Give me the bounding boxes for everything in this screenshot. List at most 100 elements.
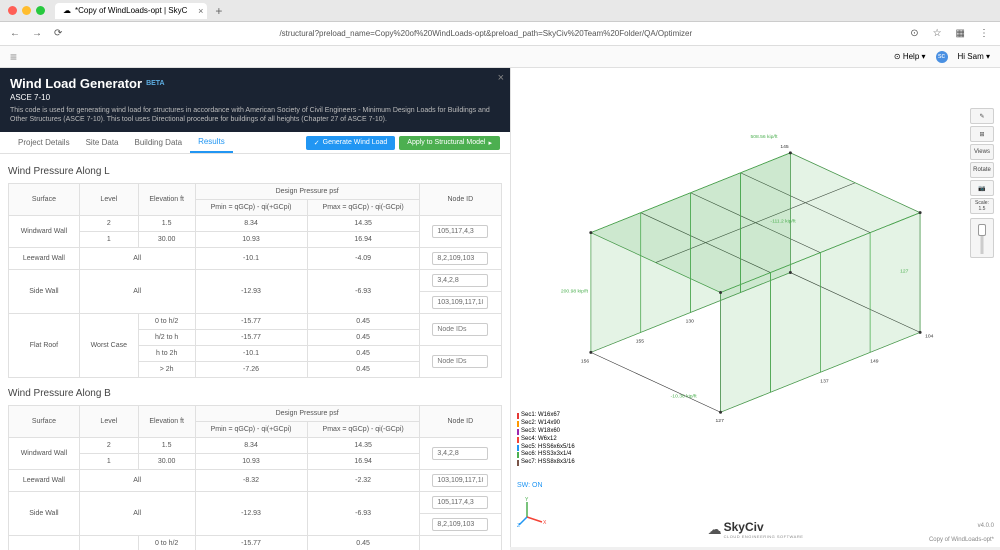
- panel-header: Wind Load Generator BETA ASCE 7-10 This …: [0, 68, 510, 132]
- max-dot[interactable]: [36, 6, 45, 15]
- col-pmax: Pmax = qGCp) - qi(-GCpi): [307, 200, 419, 216]
- scale-slider[interactable]: [970, 218, 994, 258]
- camera-icon[interactable]: 📷: [970, 180, 994, 196]
- col-node-id: Node ID: [419, 184, 501, 216]
- node-input[interactable]: [432, 225, 488, 238]
- node-input[interactable]: [432, 474, 488, 487]
- svg-text:Y: Y: [525, 497, 529, 503]
- node-input[interactable]: [432, 496, 488, 509]
- panel-description: This code is used for generating wind lo…: [10, 106, 500, 124]
- panel-close-icon[interactable]: ×: [498, 72, 504, 84]
- col-elevation: Elevation ft: [138, 184, 195, 216]
- back-icon[interactable]: ←: [8, 28, 22, 39]
- axes-triad: Y X Z: [517, 497, 547, 529]
- apply-to-model-button[interactable]: Apply to Structural Model ▸: [399, 136, 500, 150]
- close-icon[interactable]: ×: [198, 6, 203, 16]
- grid-icon[interactable]: ⊞: [970, 126, 994, 142]
- skyciv-logo: ☁ SkyCiv CLOUD ENGINEERING SOFTWARE: [708, 520, 804, 539]
- node-input[interactable]: [432, 518, 488, 531]
- svg-text:155: 155: [636, 338, 645, 344]
- extension-icon[interactable]: ▦: [953, 28, 968, 39]
- tab-building-data[interactable]: Building Data: [126, 133, 190, 152]
- svg-text:137: 137: [820, 378, 829, 384]
- section-title-b: Wind Pressure Along B: [8, 388, 502, 399]
- structure-svg: 200.98 kip/ft 508.56 kip/ft -111.2 kip/f…: [521, 78, 960, 507]
- section-legend: Sec1: W16x67 Sec2: W14x90 Sec3: W18x60 S…: [517, 412, 575, 467]
- tab-project-details[interactable]: Project Details: [10, 133, 78, 152]
- scale-indicator: Scale:1.5: [970, 198, 994, 214]
- svg-text:130: 130: [686, 318, 695, 324]
- beta-badge: BETA: [146, 80, 165, 87]
- panel-subtitle: ASCE 7-10: [10, 93, 500, 102]
- panel-title: Wind Load Generator: [10, 76, 142, 91]
- table-row: Flat RoofWorst Case0 to h/2-15.770.45: [9, 314, 502, 330]
- window-dots: [8, 6, 45, 15]
- views-button[interactable]: Views: [970, 144, 994, 160]
- col-surface: Surface: [9, 184, 80, 216]
- tab-results[interactable]: Results: [190, 132, 233, 153]
- svg-text:-111.2 kip/ft: -111.2 kip/ft: [770, 219, 796, 225]
- nav-bar: ← → ⟳ /structural?preload_name=Copy%20of…: [0, 22, 1000, 46]
- svg-text:-10.36 kip/ft: -10.36 kip/ft: [671, 393, 698, 399]
- left-panel: Wind Load Generator BETA ASCE 7-10 This …: [0, 68, 510, 547]
- node-input[interactable]: [432, 355, 488, 368]
- viewer-tools: ✎ ⊞ Views Rotate 📷 Scale:1.5: [970, 108, 994, 258]
- table-row: Side WallAll-12.93-6.93: [9, 270, 502, 292]
- svg-text:145: 145: [780, 144, 789, 150]
- model-viewport[interactable]: 200.98 kip/ft 508.56 kip/ft -111.2 kip/f…: [521, 78, 960, 507]
- table-row: Leeward WallAll-10.1-4.09: [9, 248, 502, 270]
- menu-icon[interactable]: ⋮: [976, 28, 992, 39]
- col-design-pressure: Design Pressure psf: [195, 184, 419, 200]
- filename-label: Copy of WindLoads-opt*: [929, 537, 994, 543]
- table-along-l: Surface Level Elevation ft Design Pressu…: [8, 183, 502, 378]
- table-row: Side WallAll-12.93-6.93: [9, 492, 502, 514]
- new-tab-button[interactable]: +: [215, 4, 222, 18]
- svg-text:149: 149: [870, 358, 879, 364]
- close-dot[interactable]: [8, 6, 17, 15]
- pencil-icon[interactable]: ✎: [970, 108, 994, 124]
- tab-title: *Copy of WindLoads-opt | SkyC: [75, 6, 187, 15]
- browser-chrome: ☁ *Copy of WindLoads-opt | SkyC × +: [0, 0, 1000, 22]
- star-icon[interactable]: ☆: [930, 28, 945, 39]
- col-pmin: Pmin = qGCp) - qi(+GCpi): [195, 200, 307, 216]
- search-icon[interactable]: ⊙: [907, 28, 921, 39]
- node-input[interactable]: [432, 296, 488, 309]
- results-body[interactable]: Wind Pressure Along L Surface Level Elev…: [0, 154, 510, 550]
- section-title-l: Wind Pressure Along L: [8, 166, 502, 177]
- app-bar: ≡ ⊙ Help ▾ sc Hi Sam ▾: [0, 46, 1000, 68]
- svg-text:127: 127: [900, 269, 909, 275]
- table-row: RoofWorst Case0 to h/2-15.770.45: [9, 536, 502, 550]
- avatar[interactable]: sc: [936, 51, 948, 63]
- tab-favicon: ☁: [63, 6, 71, 15]
- browser-tab[interactable]: ☁ *Copy of WindLoads-opt | SkyC ×: [55, 3, 207, 19]
- url-bar[interactable]: /structural?preload_name=Copy%20of%20Win…: [72, 29, 899, 38]
- svg-text:104: 104: [925, 333, 934, 339]
- svg-text:X: X: [543, 520, 547, 526]
- svg-text:156: 156: [581, 358, 590, 364]
- generate-wind-load-button[interactable]: ✓ Generate Wind Load: [306, 136, 395, 150]
- help-link[interactable]: ⊙ Help ▾: [894, 52, 926, 61]
- user-greeting[interactable]: Hi Sam ▾: [958, 52, 990, 61]
- node-input[interactable]: [432, 323, 488, 336]
- right-panel: 200.98 kip/ft 508.56 kip/ft -111.2 kip/f…: [510, 68, 1000, 547]
- node-input[interactable]: [432, 447, 488, 460]
- table-along-b: SurfaceLevelElevation ft Design Pressure…: [8, 405, 502, 550]
- table-row: Windward Wall21.58.3414.35: [9, 216, 502, 232]
- hamburger-icon[interactable]: ≡: [10, 50, 17, 64]
- panel-tabs: Project Details Site Data Building Data …: [0, 132, 510, 154]
- svg-text:508.56 kip/ft: 508.56 kip/ft: [750, 134, 778, 140]
- svg-text:200.98 kip/ft: 200.98 kip/ft: [561, 289, 589, 295]
- reload-icon[interactable]: ⟳: [52, 28, 64, 39]
- version-label: v4.0.0: [978, 523, 994, 529]
- node-input[interactable]: [432, 252, 488, 265]
- svg-text:Z: Z: [517, 523, 520, 527]
- sw-on-label: SW: ON: [517, 482, 543, 489]
- min-dot[interactable]: [22, 6, 31, 15]
- tab-site-data[interactable]: Site Data: [78, 133, 127, 152]
- cloud-icon: ☁: [708, 521, 722, 538]
- forward-icon[interactable]: →: [30, 28, 44, 39]
- node-input[interactable]: [432, 274, 488, 287]
- table-row: Leeward WallAll-8.32-2.32: [9, 470, 502, 492]
- rotate-button[interactable]: Rotate: [970, 162, 994, 178]
- svg-text:127: 127: [716, 418, 725, 424]
